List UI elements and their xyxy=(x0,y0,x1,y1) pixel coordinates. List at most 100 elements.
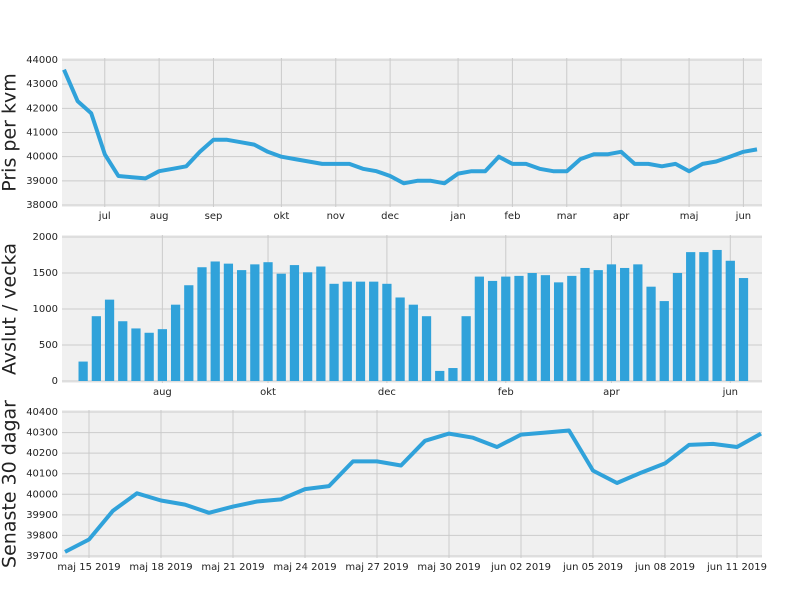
bar xyxy=(170,304,181,381)
x-tick-label: jun 08 2019 xyxy=(634,562,695,573)
bar xyxy=(197,267,207,381)
y-tick-label: 40000 xyxy=(26,489,58,500)
bar xyxy=(237,270,247,381)
bar xyxy=(263,262,273,381)
y-axis-label: Pris per kvm xyxy=(0,73,21,192)
bar xyxy=(355,281,366,381)
price-line xyxy=(64,428,762,554)
y-tick-label: 0 xyxy=(52,376,58,387)
bar xyxy=(78,361,88,381)
x-tick-label: apr xyxy=(603,387,620,398)
x-tick-label: apr xyxy=(613,211,630,222)
y-tick-label: 40200 xyxy=(26,448,58,459)
bar xyxy=(553,282,564,381)
plot-area xyxy=(62,410,762,558)
x-tick-label: feb xyxy=(504,211,520,222)
bar xyxy=(210,261,220,381)
bar xyxy=(104,299,115,381)
x-tick-label: nov xyxy=(327,211,345,222)
bar xyxy=(461,316,471,381)
x-tick-label: jun 05 2019 xyxy=(562,562,623,573)
x-tick-label: feb xyxy=(498,387,514,398)
bar xyxy=(738,278,749,381)
x-tick-label: maj 21 2019 xyxy=(201,562,264,573)
y-tick-label: 39900 xyxy=(26,510,58,521)
bar xyxy=(184,285,194,381)
subplot: 39700 39800 39900 40000 40100 40200 40300 40400… xyxy=(0,400,767,573)
bar xyxy=(329,283,339,381)
bar xyxy=(382,283,392,381)
bar xyxy=(725,260,735,381)
bar xyxy=(435,370,445,381)
x-tick-label: dec xyxy=(381,211,399,222)
y-axis-label: Avslut / vecka xyxy=(0,243,21,375)
x-tick-label: aug xyxy=(153,387,172,398)
x-tick-label: jul xyxy=(98,211,111,222)
bar xyxy=(303,272,313,381)
bar xyxy=(369,281,379,381)
bar xyxy=(395,297,405,381)
bar xyxy=(580,267,590,381)
bar xyxy=(712,249,722,381)
bar xyxy=(606,264,617,381)
y-tick-label: 2000 xyxy=(33,232,58,243)
bar xyxy=(567,275,577,381)
bar xyxy=(501,276,511,381)
x-tick-label: maj 27 2019 xyxy=(345,562,408,573)
bar xyxy=(144,332,154,381)
bar xyxy=(448,368,458,381)
x-tick-label: maj 18 2019 xyxy=(129,562,192,573)
price-line xyxy=(62,68,758,186)
bar xyxy=(250,264,260,381)
bar xyxy=(316,266,326,381)
bar xyxy=(118,321,128,381)
x-tick-label: aug xyxy=(150,211,169,222)
x-tick-label: jun xyxy=(722,387,738,398)
subplot: 0 500 1000 1500 2000 aug okt dec feb apr jun Avslut… xyxy=(0,232,762,398)
x-tick-label: maj 15 2019 xyxy=(57,562,120,573)
x-tick-label: maj 30 2019 xyxy=(417,562,480,573)
bar xyxy=(633,264,643,381)
y-tick-label: 40000 xyxy=(26,152,58,163)
bar xyxy=(487,280,498,381)
y-tick-label: 38000 xyxy=(26,200,58,211)
bar xyxy=(527,273,537,381)
bar xyxy=(342,281,352,381)
y-tick-label: 39800 xyxy=(26,530,58,541)
x-tick-label: jun 02 2019 xyxy=(490,562,551,573)
x-tick-label: sep xyxy=(205,211,223,222)
bar xyxy=(408,304,418,381)
bar xyxy=(514,275,524,381)
x-tick-label: maj xyxy=(680,211,699,222)
bar xyxy=(223,263,234,381)
y-tick-label: 1000 xyxy=(33,304,58,315)
bar xyxy=(540,275,551,381)
y-tick-label: 44000 xyxy=(26,55,58,66)
subplot: 38000 39000 40000 41000 42000 43000 44000 jul au… xyxy=(0,55,762,222)
bar xyxy=(91,316,101,381)
x-tick-label: jun 11 2019 xyxy=(706,562,767,573)
x-tick-label: okt xyxy=(273,211,289,222)
x-tick-label: maj 24 2019 xyxy=(273,562,336,573)
y-tick-label: 500 xyxy=(39,340,58,351)
bar xyxy=(620,267,630,381)
y-tick-label: 42000 xyxy=(26,103,58,114)
y-axis-label: Senaste 30 dagar xyxy=(0,400,21,568)
y-tick-label: 43000 xyxy=(26,79,58,90)
bar xyxy=(276,273,286,381)
bar xyxy=(421,316,432,381)
bar xyxy=(699,252,709,381)
bar xyxy=(686,252,696,381)
x-tick-label: dec xyxy=(378,387,396,398)
bar xyxy=(474,276,484,381)
bar xyxy=(646,286,656,381)
x-tick-label: mar xyxy=(557,211,578,222)
y-tick-label: 39700 xyxy=(26,551,58,562)
bar xyxy=(659,301,669,381)
bar xyxy=(672,273,683,381)
y-tick-label: 39000 xyxy=(26,176,58,187)
x-tick-label: jun xyxy=(735,211,751,222)
bar xyxy=(157,329,167,381)
